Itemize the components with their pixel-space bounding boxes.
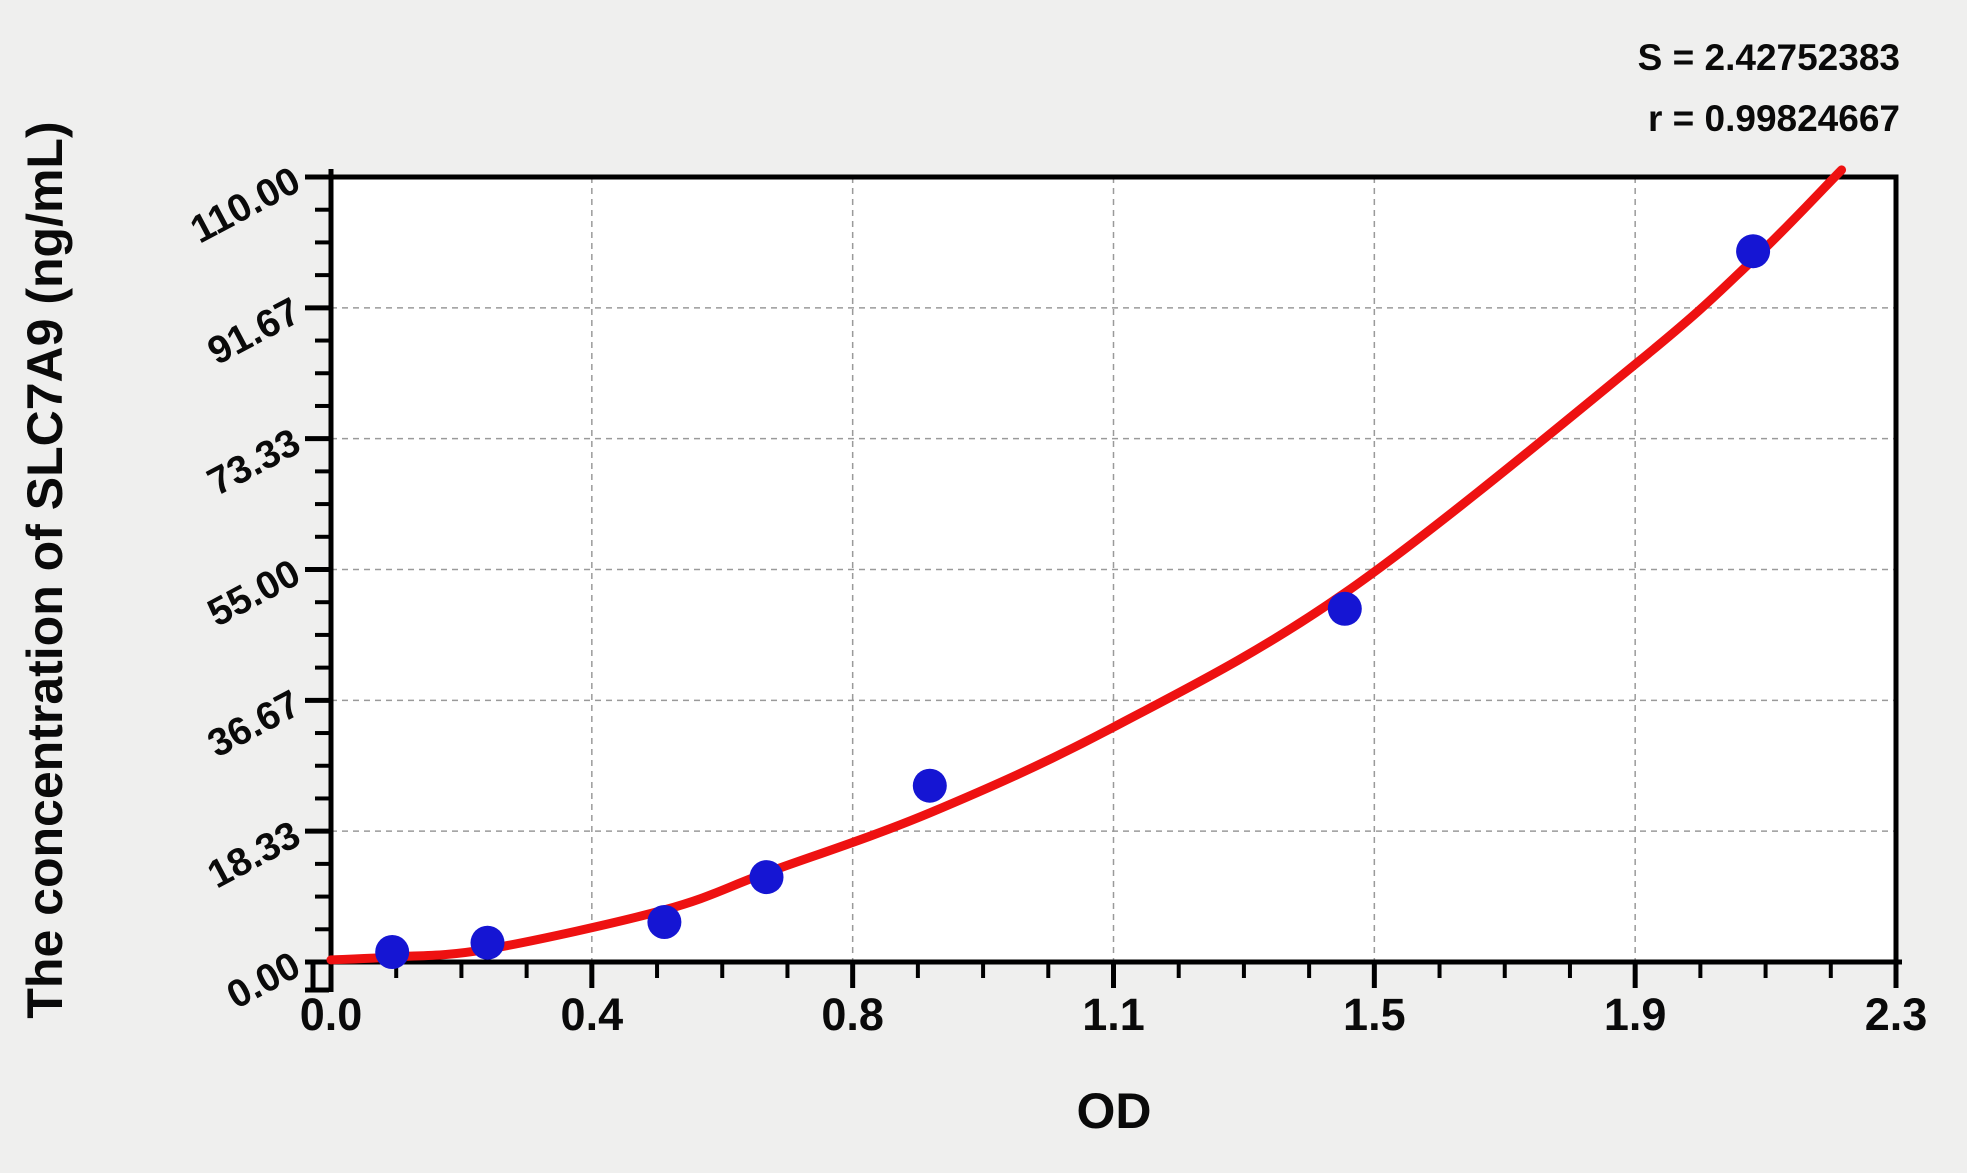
y-axis-title: The concentration of SLC7A9 (ng/mL) — [17, 121, 73, 1018]
data-point — [912, 768, 947, 803]
y-tick-label: 91.67 — [201, 290, 307, 374]
gridlines-layer — [331, 177, 1896, 962]
axes-layer — [311, 169, 1902, 992]
data-point — [375, 935, 410, 969]
y-tick-label: 110.00 — [184, 159, 308, 252]
x-tick-label: 2.3 — [1865, 989, 1928, 1040]
y-tick-label: 73.33 — [201, 421, 307, 505]
data-point — [1327, 591, 1362, 626]
y-tick-label: 0.00 — [220, 944, 307, 1018]
x-tick-label: 0.0 — [300, 989, 363, 1040]
x-tick-label: 0.4 — [561, 989, 624, 1040]
x-axis-title: OD — [1077, 1083, 1152, 1139]
y-tick-label: 18.33 — [201, 813, 307, 897]
data-point — [1736, 234, 1771, 269]
x-tick-label: 1.5 — [1343, 989, 1406, 1040]
y-tick-label: 55.00 — [201, 551, 307, 635]
data-point — [470, 925, 505, 960]
plot-frame — [328, 174, 1899, 965]
stat-r-value: r = 0.99824667 — [1648, 98, 1900, 139]
x-tick-label: 0.8 — [821, 989, 884, 1040]
fit-curve-layer — [326, 165, 1847, 965]
data-point — [749, 860, 784, 895]
stat-s-value: S = 2.42752383 — [1638, 37, 1900, 78]
y-tick-label: 36.67 — [201, 682, 307, 766]
x-tick-label: 1.1 — [1082, 989, 1145, 1040]
fit-curve-path — [326, 165, 1847, 965]
x-tick-label: 1.9 — [1604, 989, 1667, 1040]
data-point — [647, 905, 682, 939]
data-points-layer — [375, 234, 1771, 969]
